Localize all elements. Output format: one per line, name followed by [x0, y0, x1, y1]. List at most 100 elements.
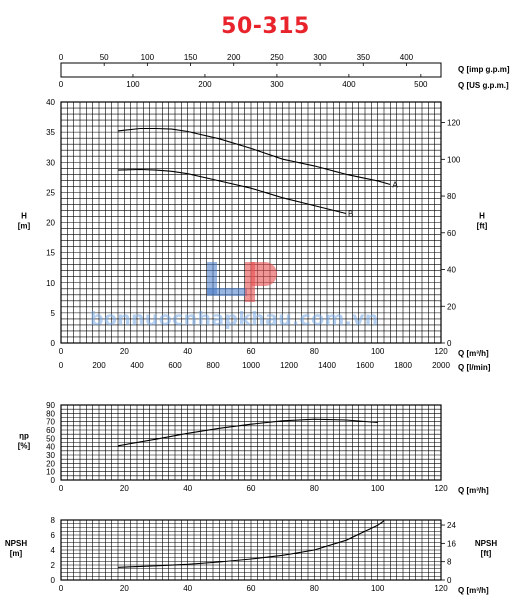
x-axis-label: Q [m³/h]	[458, 486, 489, 495]
panel-npsh	[60, 519, 442, 581]
right-tick-label: 0	[447, 339, 452, 348]
x2-tick-label: 1000	[242, 361, 260, 370]
y-tick-label: 60	[46, 426, 55, 435]
series-label: A	[392, 181, 398, 190]
series-line-A	[117, 127, 391, 186]
panel-head	[60, 101, 442, 344]
y-tick-label: 70	[46, 418, 55, 427]
x-tick-label: 40	[183, 584, 192, 593]
y-tick-label: 0	[51, 576, 56, 585]
x2-tick-label: 1800	[394, 361, 412, 370]
right-axis-label: NPSH	[475, 539, 497, 548]
y-tick-label: 15	[46, 249, 55, 258]
top-axis-tick-label: 0	[59, 53, 64, 62]
x-tick-label: 100	[371, 484, 385, 493]
x-tick-label: 80	[310, 584, 319, 593]
chart-title: 50-315	[221, 14, 310, 39]
panel-frame	[60, 101, 442, 344]
top-axis-tick-label: 500	[414, 80, 428, 89]
y-tick-label: 50	[46, 434, 55, 443]
x2-tick-label: 1200	[280, 361, 298, 370]
x2-axis-label: Q [l/min]	[458, 363, 491, 372]
logo-p-shape	[245, 262, 279, 302]
right-axis-label: H	[479, 212, 485, 221]
x-tick-label: 0	[59, 584, 64, 593]
x2-tick-label: 1400	[318, 361, 336, 370]
x2-tick-label: 800	[206, 361, 220, 370]
y-tick-label: 25	[46, 188, 55, 197]
y-axis-label: H	[21, 212, 27, 221]
top-axis-tick-label: 150	[184, 53, 198, 62]
x-tick-label: 100	[371, 347, 385, 356]
top-axis-label: Q [US g.p.m.]	[458, 81, 509, 90]
right-tick-label: 8	[447, 558, 452, 567]
y-tick-label: 30	[46, 451, 55, 460]
panel-frame	[60, 404, 442, 481]
y-axis-label: ηp	[19, 432, 29, 441]
x-tick-label: 60	[247, 347, 256, 356]
top-axis-tick-label: 300	[313, 53, 327, 62]
panel-efficiency	[60, 404, 442, 481]
y-tick-label: 2	[51, 561, 56, 570]
y-tick-label: 35	[46, 128, 55, 137]
top-axis-tick-label: 0	[59, 80, 64, 89]
y-tick-label: 8	[51, 516, 56, 525]
x2-tick-label: 600	[168, 361, 182, 370]
panel-frame	[60, 519, 442, 581]
y-tick-label: 0	[51, 476, 56, 485]
top-axis-label: Q [imp g.p.m]	[458, 65, 510, 74]
right-tick-label: 40	[447, 266, 456, 275]
y-tick-label: 30	[46, 158, 55, 167]
x-tick-label: 120	[434, 347, 448, 356]
x-tick-label: 0	[59, 484, 64, 493]
right-tick-label: 24	[447, 521, 456, 530]
x-axis-label: Q [m³/h]	[458, 586, 489, 595]
x2-tick-label: 400	[130, 361, 144, 370]
x-tick-label: 60	[247, 584, 256, 593]
x2-tick-label: 1600	[356, 361, 374, 370]
x2-tick-label: 0	[59, 361, 64, 370]
x-axis-label: Q [m³/h]	[458, 349, 489, 358]
right-tick-label: 16	[447, 539, 456, 548]
top-axis-frame	[60, 62, 442, 78]
top-axis-tick-label: 300	[270, 80, 284, 89]
right-tick-label: 60	[447, 229, 456, 238]
top-axis-tick-label: 200	[227, 53, 241, 62]
x-tick-label: 120	[434, 484, 448, 493]
x-tick-label: 20	[120, 347, 129, 356]
series-line-B	[117, 168, 347, 215]
series-line-efficiency	[117, 418, 378, 447]
top-axis-tick-label: 400	[342, 80, 356, 89]
y-tick-label: 4	[51, 546, 56, 555]
y-tick-label: 80	[46, 409, 55, 418]
right-tick-label: 120	[447, 119, 461, 128]
y-tick-label: 5	[51, 309, 56, 318]
x-tick-label: 80	[310, 347, 319, 356]
y-tick-label: 20	[46, 219, 55, 228]
x2-tick-label: 2000	[432, 361, 450, 370]
y-axis-label: [m]	[10, 549, 23, 558]
top-axis-tick-label: 100	[141, 53, 155, 62]
top-axis-tick-label: 50	[100, 53, 109, 62]
right-tick-label: 80	[447, 192, 456, 201]
series-label: B	[348, 209, 353, 218]
top-axis-tick-label: 350	[357, 53, 371, 62]
x-tick-label: 80	[310, 484, 319, 493]
right-tick-label: 20	[447, 302, 456, 311]
x-tick-label: 100	[371, 584, 385, 593]
x-tick-label: 40	[183, 347, 192, 356]
y-tick-label: 10	[46, 279, 55, 288]
y-tick-label: 40	[46, 98, 55, 107]
y-axis-label: [%]	[18, 442, 31, 451]
y-tick-label: 40	[46, 443, 55, 452]
series-line-npsh	[117, 520, 385, 568]
y-tick-label: 20	[46, 459, 55, 468]
right-axis-label: [ft]	[481, 549, 492, 558]
right-axis-label: [ft]	[477, 222, 488, 231]
y-axis-label: [m]	[18, 222, 31, 231]
logo-l-shape	[203, 262, 247, 304]
top-axis-tick-label: 100	[126, 80, 140, 89]
y-tick-label: 0	[51, 339, 56, 348]
x-tick-label: 0	[59, 347, 64, 356]
